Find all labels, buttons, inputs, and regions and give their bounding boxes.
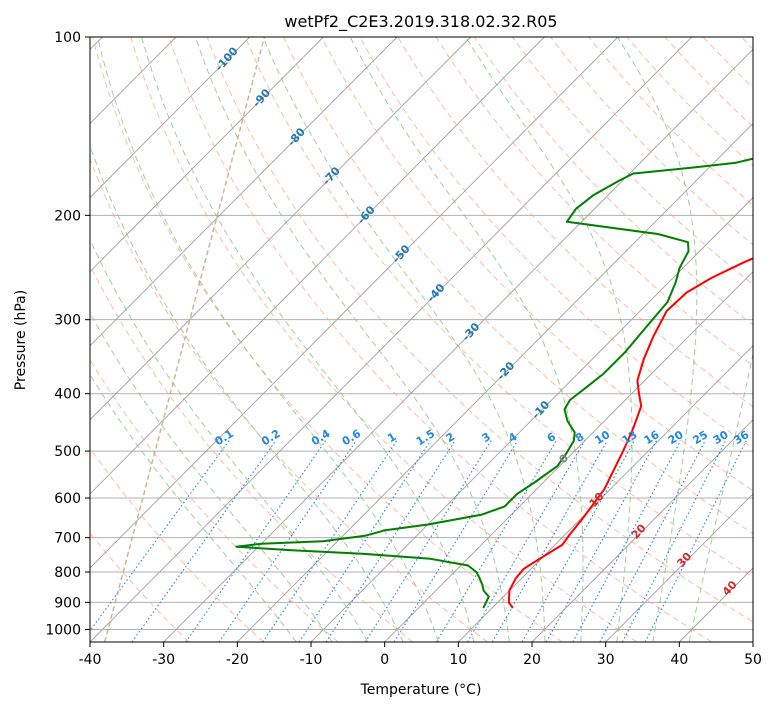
dry-adiabat-line (435, 37, 753, 367)
dewpoint-line (235, 157, 753, 609)
x-tick-label: 0 (380, 652, 389, 668)
temperature-line (507, 257, 753, 609)
isotherm-line (531, 419, 753, 642)
mixing-ratio-line (467, 440, 586, 642)
y-axis-label: Pressure (hPa) (13, 290, 29, 390)
dry-adiabat-line (397, 37, 753, 408)
isotherm-line (90, 37, 692, 642)
mixing-ratio-line (393, 440, 519, 642)
isotherm-line (90, 37, 250, 199)
isotherm-line (605, 493, 753, 642)
y-tick-label: 200 (54, 208, 81, 224)
moist-adiabat-line (90, 373, 297, 642)
x-tick-label: -20 (226, 652, 249, 668)
series-layer (235, 157, 753, 609)
isotherm-line (90, 37, 619, 569)
x-tick-label: 30 (597, 652, 615, 668)
chart-title: wetPf2_C2E3.2019.318.02.32.R05 (284, 12, 557, 32)
moist-adiabat-line (90, 144, 404, 642)
moist-adiabat-line (617, 37, 698, 642)
dry-adiabat-line (90, 263, 414, 642)
mixing-ratio-line (621, 440, 727, 642)
y-tick-label: 900 (54, 595, 81, 611)
x-tick-label: -30 (152, 652, 175, 668)
moist-adiabat-line (349, 37, 584, 642)
isotherm-line (90, 37, 545, 495)
dry-adiabat-line (90, 447, 264, 642)
plot-frame (89, 36, 754, 643)
x-axis-label: Temperature (°C) (360, 682, 482, 698)
isotherm-line (90, 37, 324, 273)
isotherm-line (458, 345, 753, 642)
mixing-ratio-line (298, 440, 431, 642)
ice-curve-line (103, 37, 266, 642)
x-tick-label: 20 (523, 652, 541, 668)
isotherm-line (237, 122, 753, 642)
dry-adiabat-line (626, 37, 753, 167)
y-tick-label: 800 (54, 565, 81, 581)
dry-adiabat-line (550, 37, 753, 246)
axes-layer: -40 -30 -20 -10 0 10 20 30 40 50 100 200 300 400 500 60… (45, 30, 762, 668)
y-tick-label: 400 (54, 387, 81, 403)
moist-adiabat-line (141, 37, 475, 642)
y-tick-label: 300 (54, 313, 81, 329)
dry-adiabat-line (244, 37, 753, 578)
moist-adiabat-line (97, 37, 439, 642)
dry-adiabat-line (359, 37, 753, 449)
isotherm-line (90, 37, 398, 347)
mixing-ratio-line (185, 440, 327, 642)
x-tick-label: -10 (300, 652, 323, 668)
moist-adiabat-line (262, 37, 546, 642)
y-tick-label: 100 (54, 30, 81, 46)
moist-adiabat-line (194, 37, 510, 642)
moist-adiabat-line (90, 311, 333, 642)
isotherm-line (163, 48, 753, 642)
x-tick-label: 50 (744, 652, 762, 668)
mixing-ratio-line (90, 440, 230, 632)
y-tick-label: 700 (54, 531, 81, 547)
x-tick-label: -40 (79, 652, 102, 668)
mixing-ratio-line (644, 440, 747, 642)
mixing-ratio-line (131, 440, 277, 642)
mixing-ratio-line (491, 440, 608, 642)
moist-adiabat-line (90, 238, 369, 642)
dry-adiabat-line (321, 37, 753, 492)
x-tick-label: 10 (449, 652, 467, 668)
dry-adiabat-line (511, 37, 753, 286)
mixing-ratio-line (521, 440, 635, 642)
mixing-ratio-line (435, 440, 557, 642)
dry-adiabat-line (130, 37, 638, 642)
dry-adiabat-line (206, 37, 753, 623)
x-tick-label: 40 (670, 652, 688, 668)
moist-adiabat-line (688, 351, 753, 642)
dry-adiabat-line (283, 37, 753, 535)
isotherm-line (384, 270, 753, 642)
y-tick-label: 500 (54, 444, 81, 460)
y-tick-label: 600 (54, 491, 81, 507)
y-tick-label: 1000 (45, 622, 81, 638)
background-lines (90, 37, 753, 642)
isotherm-line (90, 37, 471, 421)
mixing-ratio-line (599, 440, 706, 642)
mixing-ratio-line (218, 440, 357, 642)
dry-adiabat-line (168, 37, 712, 642)
